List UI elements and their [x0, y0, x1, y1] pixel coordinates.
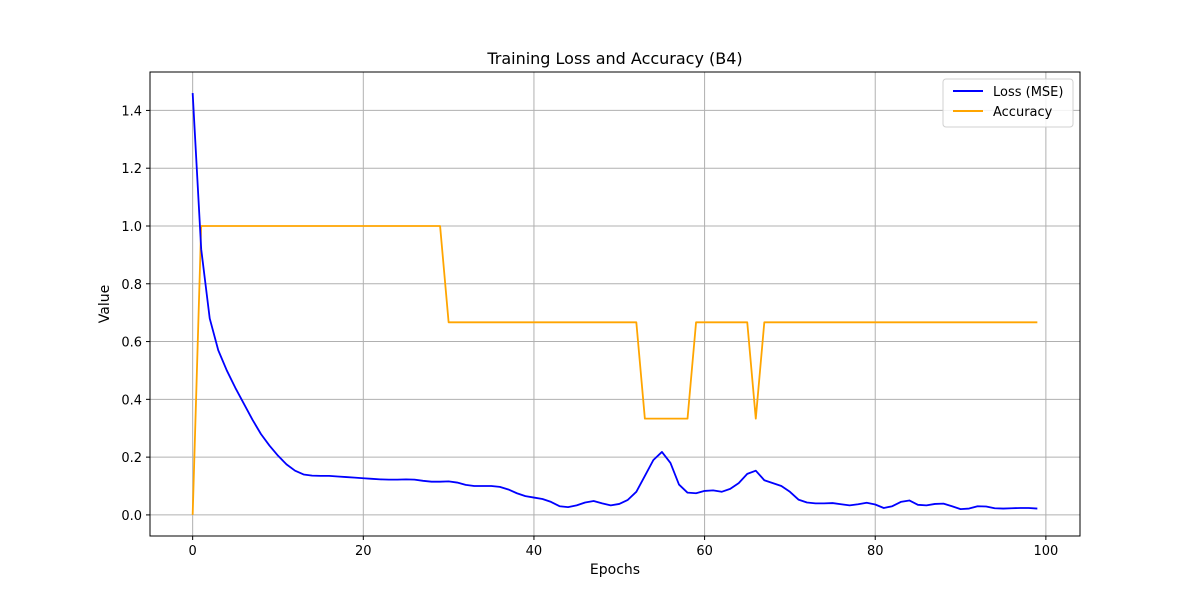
x-tick-label: 0 — [189, 544, 197, 559]
y-tick-label: 1.4 — [121, 104, 142, 119]
y-tick-label: 0.8 — [121, 278, 142, 293]
y-axis-label: Value — [97, 285, 113, 323]
x-tick-label: 20 — [355, 544, 372, 559]
y-tick-label: 1.2 — [121, 162, 142, 177]
loss-series-line — [191, 93, 1038, 511]
y-tick-label: 1.0 — [121, 220, 142, 235]
chart-title: Training Loss and Accuracy (B4) — [486, 49, 742, 68]
accuracy-series-line — [191, 225, 1038, 515]
y-tick-label: 0.4 — [121, 393, 142, 408]
plot-frame — [149, 71, 1081, 537]
x-tick-label: 100 — [1033, 544, 1058, 559]
axis-ticks: 0 20 40 60 80 100 0.0 0.2 0.4 0.6 0.8 1.0 1.2 1.4 — [121, 104, 1058, 559]
legend-label-loss: Loss (MSE) — [993, 85, 1063, 100]
series-lines — [191, 93, 1038, 515]
legend-label-accuracy: Accuracy — [993, 105, 1053, 120]
legend: Loss (MSE) Accuracy — [942, 78, 1074, 128]
x-tick-label: 80 — [867, 544, 884, 559]
y-tick-label: 0.0 — [121, 509, 142, 524]
x-tick-label: 40 — [526, 544, 543, 559]
y-tick-label: 0.6 — [121, 336, 142, 351]
x-tick-label: 60 — [696, 544, 713, 559]
y-tick-label: 0.2 — [121, 451, 142, 466]
x-axis-label: Epochs — [590, 562, 640, 578]
